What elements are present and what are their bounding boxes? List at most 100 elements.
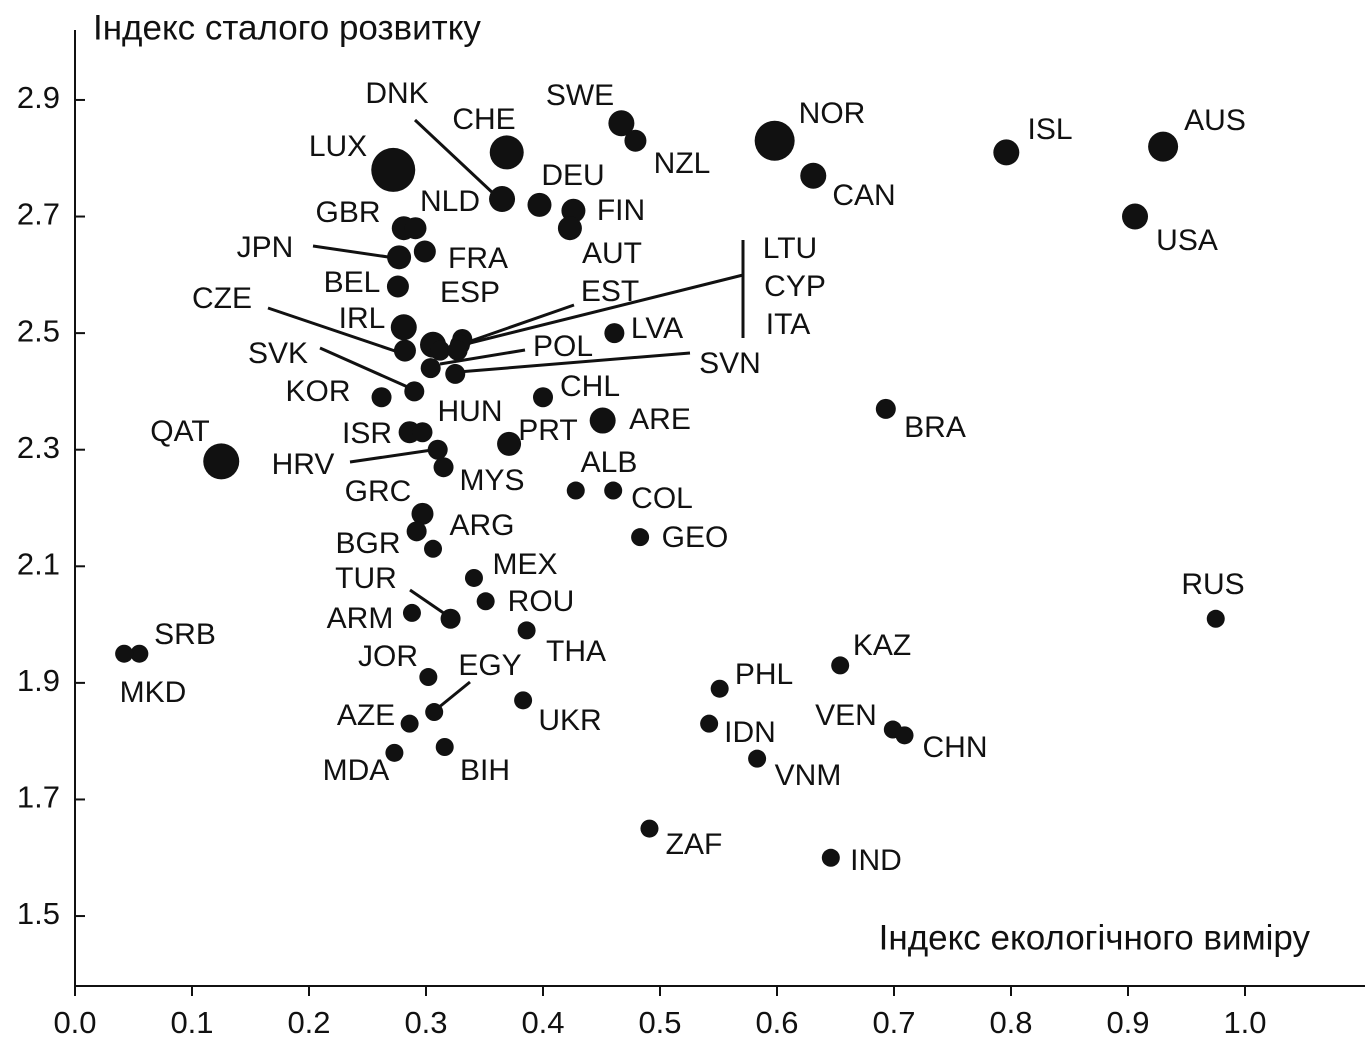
bubble xyxy=(1206,609,1225,628)
bubble xyxy=(557,216,582,241)
point-label: HRV xyxy=(272,448,335,481)
bubble xyxy=(700,714,719,733)
point-label: IDN xyxy=(724,716,776,749)
point-label: MEX xyxy=(492,548,557,581)
point-label: ARG xyxy=(449,509,514,542)
bubble xyxy=(748,749,767,768)
point-label: CYP xyxy=(764,270,826,303)
point-label: UKR xyxy=(538,704,601,737)
bubble xyxy=(386,275,409,298)
bubble xyxy=(514,691,533,710)
bubble xyxy=(608,110,635,137)
point-label: AUS xyxy=(1184,104,1246,137)
point-label: SRB xyxy=(154,618,216,651)
bubble xyxy=(130,644,149,663)
point-label: ALB xyxy=(581,446,638,479)
point-label: IRL xyxy=(339,302,386,335)
bubble xyxy=(533,387,553,408)
point-label: IND xyxy=(850,844,902,877)
bubble xyxy=(831,656,850,675)
bubble xyxy=(604,323,625,344)
point-label: ISR xyxy=(342,417,392,450)
point-label: NLD xyxy=(420,185,480,218)
bubble xyxy=(433,457,454,478)
y-tick-label: 2.9 xyxy=(17,80,60,115)
bubble xyxy=(489,135,524,170)
point-label: ESP xyxy=(440,276,500,309)
y-tick-label: 1.9 xyxy=(17,663,60,698)
bubble xyxy=(413,240,436,263)
point-label: VEN xyxy=(815,699,877,732)
point-label: FRA xyxy=(448,242,508,275)
x-tick-label: 0.7 xyxy=(872,1005,915,1040)
bubble xyxy=(624,129,647,152)
point-label: LTU xyxy=(763,232,817,265)
bubble xyxy=(1122,203,1149,230)
bubble xyxy=(404,381,425,402)
point-label: PHL xyxy=(735,658,793,691)
bubble xyxy=(203,443,240,480)
point-label: LUX xyxy=(309,130,367,163)
bubble xyxy=(489,186,516,213)
point-label: PRT xyxy=(518,414,577,447)
point-label: POL xyxy=(533,330,593,363)
x-tick-label: 0.2 xyxy=(287,1005,330,1040)
point-label: BIH xyxy=(460,754,510,787)
x-tick-label: 0.6 xyxy=(755,1005,798,1040)
bubble xyxy=(393,339,416,362)
point-label: KOR xyxy=(285,375,350,408)
bubble xyxy=(406,521,427,542)
bubble xyxy=(404,217,427,240)
x-tick-label: 0.1 xyxy=(170,1005,213,1040)
bubble xyxy=(400,714,419,733)
y-axis-title: Індекс сталого розвитку xyxy=(93,8,481,47)
y-tick-label: 2.3 xyxy=(17,430,60,465)
point-label: AZE xyxy=(337,699,395,732)
point-label: ARM xyxy=(327,602,394,635)
point-label: KAZ xyxy=(853,629,911,662)
point-label: MKD xyxy=(120,676,187,709)
point-label: BRA xyxy=(904,411,966,444)
bubble xyxy=(430,340,451,361)
point-label: CHE xyxy=(452,103,515,136)
y-tick-label: 1.7 xyxy=(17,780,60,815)
bubble xyxy=(710,679,729,698)
x-tick-label: 0.9 xyxy=(1106,1005,1149,1040)
point-label: CZE xyxy=(192,282,252,315)
bubble xyxy=(517,621,536,640)
bubble xyxy=(821,848,840,867)
bubble xyxy=(385,743,404,762)
point-label: FIN xyxy=(597,194,645,227)
bubble xyxy=(445,363,466,384)
point-label: GEO xyxy=(662,521,729,554)
bubble xyxy=(435,738,454,756)
point-label: ARE xyxy=(629,403,691,436)
point-label: DNK xyxy=(365,77,428,110)
point-label: ROU xyxy=(508,585,575,618)
point-label: USA xyxy=(1156,224,1218,257)
point-label: HUN xyxy=(438,395,503,428)
bubble xyxy=(497,431,522,456)
point-label: TUR xyxy=(335,562,397,595)
x-tick-label: 0.4 xyxy=(521,1005,564,1040)
point-label: CHL xyxy=(560,370,620,403)
bubble xyxy=(1148,131,1179,162)
point-label: RUS xyxy=(1181,568,1244,601)
point-label: NZL xyxy=(654,147,711,180)
bubble xyxy=(566,481,585,500)
point-label: BGR xyxy=(335,527,400,560)
bubble xyxy=(387,245,412,270)
point-label: MDA xyxy=(323,754,390,787)
point-label: EST xyxy=(581,275,639,308)
point-label: GRC xyxy=(345,475,412,508)
y-tick-label: 2.1 xyxy=(17,546,60,581)
bubble xyxy=(440,608,461,629)
point-label: ZAF xyxy=(666,828,723,861)
point-label: NOR xyxy=(799,97,866,130)
bubble xyxy=(420,358,441,379)
bubble xyxy=(631,528,650,547)
x-tick-label: 1.0 xyxy=(1223,1005,1266,1040)
point-label: SVN xyxy=(699,347,761,380)
bubble xyxy=(604,481,623,500)
